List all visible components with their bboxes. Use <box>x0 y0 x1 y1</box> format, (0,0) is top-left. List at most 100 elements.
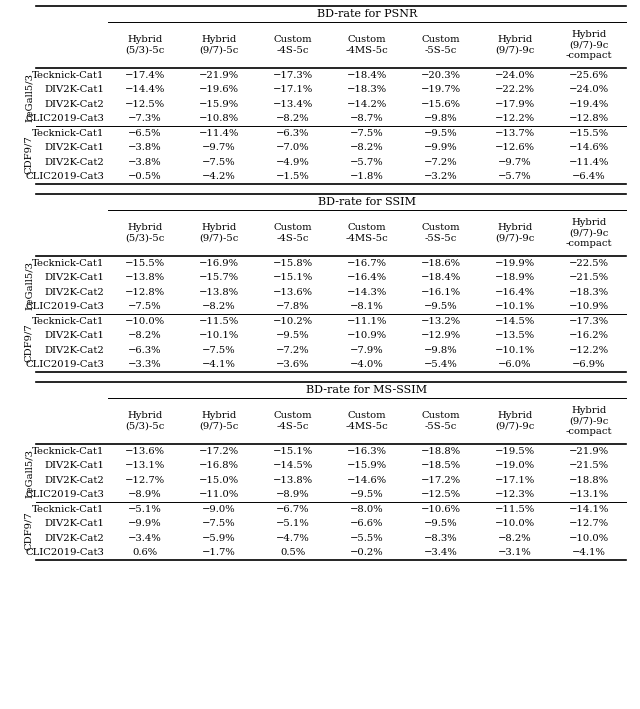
Text: −15.1%: −15.1% <box>273 273 313 282</box>
Text: −8.9%: −8.9% <box>128 490 162 499</box>
Text: Tecknick-Cat1: Tecknick-Cat1 <box>31 129 104 138</box>
Text: CDF9/7: CDF9/7 <box>24 512 33 550</box>
Text: −18.8%: −18.8% <box>569 476 609 485</box>
Text: −6.0%: −6.0% <box>499 360 532 369</box>
Text: −6.9%: −6.9% <box>572 360 605 369</box>
Text: −12.7%: −12.7% <box>125 476 165 485</box>
Text: −13.2%: −13.2% <box>421 317 461 325</box>
Text: −12.7%: −12.7% <box>569 519 609 528</box>
Text: −13.8%: −13.8% <box>125 273 165 282</box>
Text: −5.7%: −5.7% <box>498 172 532 182</box>
Text: BD-rate for PSNR: BD-rate for PSNR <box>317 9 417 19</box>
Text: −3.3%: −3.3% <box>128 360 162 369</box>
Text: −16.4%: −16.4% <box>495 288 535 297</box>
Text: −10.1%: −10.1% <box>495 346 535 354</box>
Text: −6.6%: −6.6% <box>350 519 384 528</box>
Text: DIV2K-Cat1: DIV2K-Cat1 <box>44 273 104 282</box>
Text: −12.5%: −12.5% <box>125 100 165 108</box>
Text: −9.7%: −9.7% <box>498 157 532 167</box>
Text: −15.5%: −15.5% <box>125 259 165 268</box>
Text: −21.9%: −21.9% <box>199 71 239 79</box>
Text: DIV2K-Cat1: DIV2K-Cat1 <box>44 331 104 340</box>
Text: −15.9%: −15.9% <box>199 100 239 108</box>
Text: −0.5%: −0.5% <box>128 172 162 182</box>
Text: −6.3%: −6.3% <box>128 346 162 354</box>
Text: −19.7%: −19.7% <box>421 85 461 94</box>
Text: −13.6%: −13.6% <box>273 288 313 297</box>
Text: −12.8%: −12.8% <box>569 114 609 123</box>
Text: −19.4%: −19.4% <box>569 100 609 108</box>
Text: −14.5%: −14.5% <box>495 317 535 325</box>
Text: −11.5%: −11.5% <box>199 317 239 325</box>
Text: −16.3%: −16.3% <box>347 447 387 456</box>
Text: −3.8%: −3.8% <box>128 143 162 152</box>
Text: −16.1%: −16.1% <box>421 288 461 297</box>
Text: −9.9%: −9.9% <box>424 143 458 152</box>
Text: −6.4%: −6.4% <box>572 172 606 182</box>
Text: −5.1%: −5.1% <box>128 505 162 514</box>
Text: −8.2%: −8.2% <box>350 143 384 152</box>
Text: −3.2%: −3.2% <box>424 172 458 182</box>
Text: −10.2%: −10.2% <box>273 317 313 325</box>
Text: −4.9%: −4.9% <box>276 157 310 167</box>
Text: −7.5%: −7.5% <box>350 129 384 138</box>
Text: −9.5%: −9.5% <box>424 129 458 138</box>
Text: −17.3%: −17.3% <box>569 317 609 325</box>
Text: −9.5%: −9.5% <box>350 490 384 499</box>
Text: −7.5%: −7.5% <box>202 346 236 354</box>
Text: 0.5%: 0.5% <box>280 548 306 557</box>
Text: LeGall5/3: LeGall5/3 <box>24 72 33 121</box>
Text: DIV2K-Cat2: DIV2K-Cat2 <box>44 157 104 167</box>
Text: DIV2K-Cat1: DIV2K-Cat1 <box>44 519 104 528</box>
Text: DIV2K-Cat2: DIV2K-Cat2 <box>44 100 104 108</box>
Text: Hybrid
(9/7)-9c
-compact: Hybrid (9/7)-9c -compact <box>566 218 612 248</box>
Text: −7.0%: −7.0% <box>276 143 310 152</box>
Text: Hybrid
(9/7)-5c: Hybrid (9/7)-5c <box>199 411 239 430</box>
Text: −10.1%: −10.1% <box>495 302 535 311</box>
Text: CDF9/7: CDF9/7 <box>24 135 33 174</box>
Text: −5.4%: −5.4% <box>424 360 458 369</box>
Text: −8.0%: −8.0% <box>350 505 384 514</box>
Text: −19.9%: −19.9% <box>495 259 535 268</box>
Text: −8.2%: −8.2% <box>498 534 532 543</box>
Text: −14.3%: −14.3% <box>347 288 387 297</box>
Text: −8.9%: −8.9% <box>276 490 310 499</box>
Text: −10.9%: −10.9% <box>347 331 387 340</box>
Text: −9.8%: −9.8% <box>424 114 458 123</box>
Text: Hybrid
(9/7)-9c: Hybrid (9/7)-9c <box>495 223 534 242</box>
Text: −18.6%: −18.6% <box>421 259 461 268</box>
Text: Custom
-4MS-5c: Custom -4MS-5c <box>346 411 388 430</box>
Text: −17.9%: −17.9% <box>495 100 535 108</box>
Text: −4.7%: −4.7% <box>276 534 310 543</box>
Text: Tecknick-Cat1: Tecknick-Cat1 <box>31 447 104 456</box>
Text: Hybrid
(9/7)-9c
-compact: Hybrid (9/7)-9c -compact <box>566 30 612 60</box>
Text: −3.4%: −3.4% <box>128 534 162 543</box>
Text: BD-rate for MS-SSIM: BD-rate for MS-SSIM <box>307 385 428 395</box>
Text: −18.8%: −18.8% <box>421 447 461 456</box>
Text: −21.5%: −21.5% <box>569 462 609 470</box>
Text: −1.7%: −1.7% <box>202 548 236 557</box>
Text: −6.7%: −6.7% <box>276 505 310 514</box>
Text: −14.4%: −14.4% <box>125 85 165 94</box>
Text: −8.1%: −8.1% <box>350 302 384 311</box>
Text: LeGall5/3: LeGall5/3 <box>24 449 33 498</box>
Text: −13.1%: −13.1% <box>569 490 609 499</box>
Text: −21.9%: −21.9% <box>569 447 609 456</box>
Text: −19.6%: −19.6% <box>199 85 239 94</box>
Text: −15.6%: −15.6% <box>421 100 461 108</box>
Text: CDF9/7: CDF9/7 <box>24 323 33 362</box>
Text: −13.6%: −13.6% <box>125 447 165 456</box>
Text: −17.2%: −17.2% <box>421 476 461 485</box>
Text: Hybrid
(9/7)-9c
-compact: Hybrid (9/7)-9c -compact <box>566 406 612 436</box>
Text: −14.6%: −14.6% <box>569 143 609 152</box>
Text: −3.8%: −3.8% <box>128 157 162 167</box>
Text: DIV2K-Cat2: DIV2K-Cat2 <box>44 534 104 543</box>
Text: −13.5%: −13.5% <box>495 331 535 340</box>
Text: DIV2K-Cat2: DIV2K-Cat2 <box>44 288 104 297</box>
Text: −17.2%: −17.2% <box>199 447 239 456</box>
Text: −4.1%: −4.1% <box>572 548 606 557</box>
Text: −9.9%: −9.9% <box>128 519 162 528</box>
Text: −7.5%: −7.5% <box>128 302 162 311</box>
Text: −12.2%: −12.2% <box>495 114 535 123</box>
Text: −7.9%: −7.9% <box>350 346 384 354</box>
